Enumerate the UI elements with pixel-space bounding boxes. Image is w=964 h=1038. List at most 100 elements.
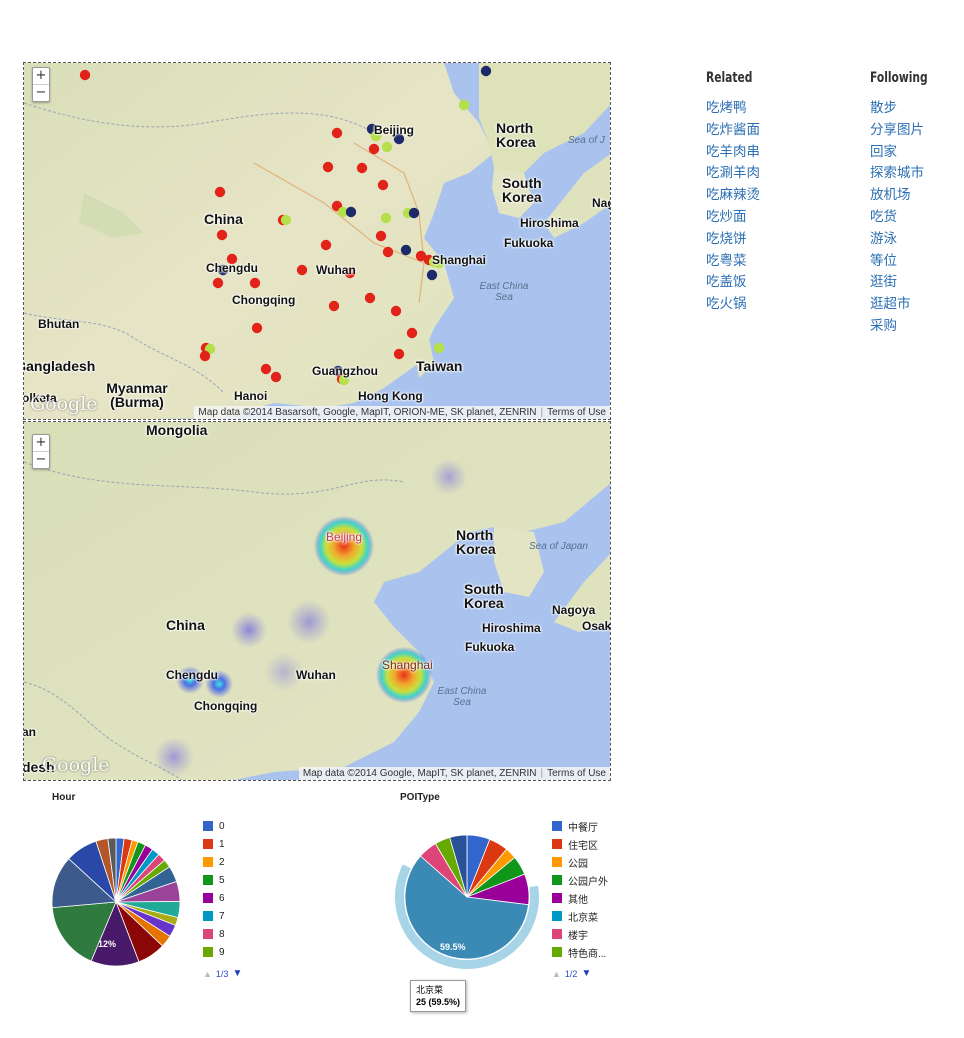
poi-dot[interactable] — [344, 267, 356, 279]
hour-legend[interactable]: 0 1 2 5 6 7 8 9 — [203, 817, 225, 961]
following-link[interactable]: 分享图片 — [870, 121, 924, 138]
legend-item[interactable]: 0 — [203, 817, 225, 835]
poi-dot[interactable] — [393, 133, 405, 145]
zoom-in-button[interactable]: + — [35, 68, 47, 83]
hour-pie-chart[interactable]: 12% — [46, 832, 186, 972]
poi-dot[interactable] — [458, 99, 470, 111]
poi-dot[interactable] — [328, 300, 340, 312]
poi-dot[interactable] — [433, 342, 445, 354]
poi-dot[interactable] — [433, 257, 445, 269]
poi-dot[interactable] — [393, 348, 405, 360]
poi-dot[interactable] — [214, 186, 226, 198]
legend-item[interactable]: 9 — [203, 943, 225, 961]
poi-dot[interactable] — [426, 269, 438, 281]
zoom-out-button[interactable]: − — [33, 84, 49, 101]
poi-dot[interactable] — [368, 143, 380, 155]
poi-dot[interactable] — [415, 250, 427, 262]
zoom-out-button[interactable]: − — [33, 451, 49, 468]
following-link[interactable]: 等位 — [870, 252, 897, 269]
poi-dot[interactable] — [332, 365, 344, 377]
poi-dot[interactable] — [216, 229, 228, 241]
following-link[interactable]: 游泳 — [870, 230, 897, 247]
poi-legend-pager[interactable]: ▲ 1/2 ▼ — [552, 968, 591, 979]
poi-dot[interactable] — [390, 305, 402, 317]
poi-dot[interactable] — [406, 327, 418, 339]
poi-dot[interactable] — [338, 374, 350, 386]
following-link[interactable]: 吃货 — [870, 208, 897, 225]
legend-item[interactable]: 8 — [203, 925, 225, 943]
zoom-control[interactable]: + − — [32, 434, 50, 469]
poi-dot[interactable] — [322, 161, 334, 173]
heat-map[interactable]: + − Mongolia Beijing North Korea Sea of … — [23, 421, 611, 781]
poi-dot[interactable] — [377, 179, 389, 191]
legend-item[interactable]: 中餐厅 — [552, 817, 608, 835]
poi-dot[interactable] — [270, 371, 282, 383]
related-link[interactable]: 吃盖饭 — [706, 274, 747, 291]
following-link[interactable]: 散步 — [870, 100, 897, 116]
poi-dot[interactable] — [381, 141, 393, 153]
poi-dot[interactable] — [217, 264, 229, 276]
legend-item[interactable]: 北京菜 — [552, 907, 608, 925]
poi-dot[interactable] — [280, 214, 292, 226]
legend-item[interactable]: 7 — [203, 907, 225, 925]
terms-of-use-link[interactable]: Terms of Use — [547, 768, 606, 779]
legend-item[interactable]: 楼宇 — [552, 925, 608, 943]
poi-dot[interactable] — [345, 206, 357, 218]
following-link[interactable]: 回家 — [870, 143, 897, 160]
related-link[interactable]: 吃炸酱面 — [706, 121, 760, 138]
following-link[interactable]: 采购 — [870, 317, 897, 334]
hour-pie-slice[interactable] — [51, 901, 117, 962]
legend-item[interactable]: 其他 — [552, 889, 608, 907]
poi-dot[interactable] — [382, 246, 394, 258]
poi-dot[interactable] — [199, 350, 211, 362]
related-link[interactable]: 吃粤菜 — [706, 252, 747, 269]
pager-next-icon[interactable]: ▼ — [232, 968, 243, 979]
poi-dot[interactable] — [212, 277, 224, 289]
poi-legend[interactable]: 中餐厅 住宅区 公园 公园户外 其他 北京菜 楼宇 特色商... — [552, 817, 608, 961]
related-link[interactable]: 吃烧饼 — [706, 230, 747, 247]
related-link[interactable]: 吃火锅 — [706, 296, 747, 313]
poi-dot[interactable] — [296, 264, 308, 276]
following-link[interactable]: 探索城市 — [870, 165, 924, 182]
pager-prev-icon[interactable]: ▲ — [203, 968, 212, 979]
legend-item[interactable]: 6 — [203, 889, 225, 907]
poi-dot[interactable] — [400, 244, 412, 256]
legend-item[interactable]: 公园户外 — [552, 871, 608, 889]
zoom-control[interactable]: + − — [32, 67, 50, 102]
legend-item[interactable]: 住宅区 — [552, 835, 608, 853]
poi-dot[interactable] — [380, 212, 392, 224]
related-link[interactable]: 吃烤鸭 — [706, 100, 747, 116]
poi-dot[interactable] — [375, 230, 387, 242]
following-link[interactable]: 放机场 — [870, 187, 911, 204]
legend-item[interactable]: 1 — [203, 835, 225, 853]
poi-dot[interactable] — [364, 292, 376, 304]
poi-dot[interactable] — [370, 130, 382, 142]
poi-dot[interactable] — [320, 239, 332, 251]
pager-next-icon[interactable]: ▼ — [581, 968, 592, 979]
terms-of-use-link[interactable]: Terms of Use — [547, 407, 606, 418]
related-link[interactable]: 吃涮羊肉 — [706, 165, 760, 182]
related-link[interactable]: 吃麻辣烫 — [706, 187, 760, 204]
legend-item[interactable]: 公园 — [552, 853, 608, 871]
dot-map[interactable]: + − Beijing North Korea Sea of J South K… — [23, 62, 611, 420]
pager-prev-icon[interactable]: ▲ — [552, 968, 561, 979]
poi-dot[interactable] — [226, 253, 238, 265]
data-points[interactable] — [24, 63, 611, 420]
hour-pie-slice[interactable] — [107, 837, 117, 903]
poi-pie-chart[interactable]: 59.5% — [390, 826, 540, 976]
poi-pie-slice[interactable] — [449, 834, 468, 898]
poi-dot[interactable] — [79, 69, 91, 81]
related-link[interactable]: 吃羊肉串 — [706, 143, 760, 160]
following-link[interactable]: 逛超市 — [870, 296, 911, 313]
poi-dot[interactable] — [408, 207, 420, 219]
poi-dot[interactable] — [480, 65, 492, 77]
poi-dot[interactable] — [331, 127, 343, 139]
legend-item[interactable]: 5 — [203, 871, 225, 889]
hour-legend-pager[interactable]: ▲ 1/3 ▼ — [203, 968, 242, 979]
legend-item[interactable]: 2 — [203, 853, 225, 871]
related-link[interactable]: 吃炒面 — [706, 208, 747, 225]
following-link[interactable]: 逛街 — [870, 274, 897, 291]
poi-dot[interactable] — [356, 162, 368, 174]
zoom-in-button[interactable]: + — [35, 435, 47, 450]
poi-dot[interactable] — [249, 277, 261, 289]
